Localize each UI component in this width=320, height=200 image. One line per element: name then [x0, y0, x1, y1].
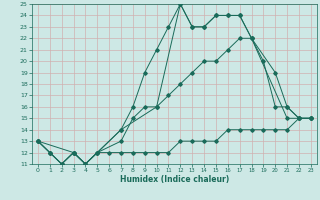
X-axis label: Humidex (Indice chaleur): Humidex (Indice chaleur) [120, 175, 229, 184]
